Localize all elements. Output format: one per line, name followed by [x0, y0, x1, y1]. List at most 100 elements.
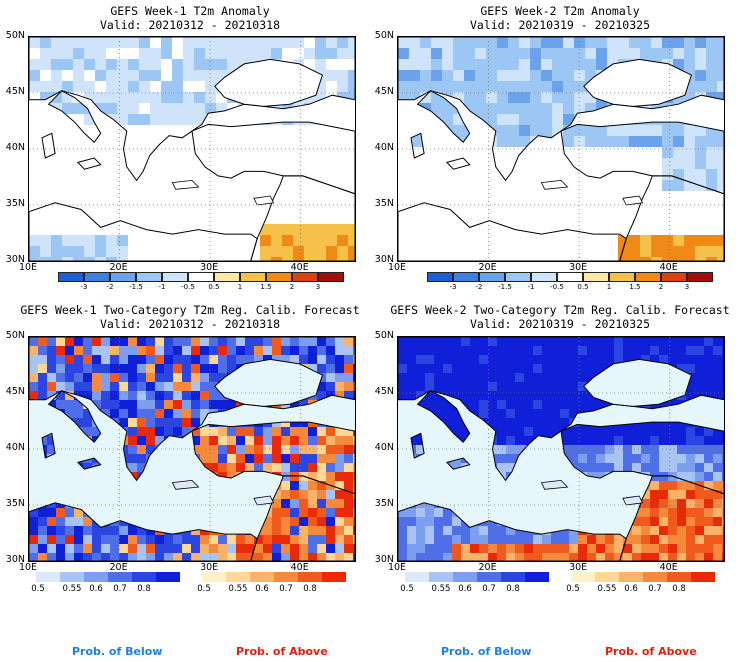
panel-title: GEFS Week-2 Two-Category T2m Reg. Calib.…	[390, 303, 730, 317]
coastline	[29, 337, 355, 482]
colorbar-swatch	[635, 272, 661, 282]
colorbar-label: 1	[606, 283, 612, 291]
lat-label: 50N	[5, 330, 25, 341]
prob-below-caption-right: Prob. of Below	[441, 645, 532, 658]
coastline	[41, 132, 56, 159]
colorbar-label: -3	[80, 283, 88, 291]
colorbar-label: 0.6	[255, 584, 269, 594]
map-area	[397, 36, 725, 262]
colorbar-swatch	[429, 572, 453, 582]
lon-label: 20E	[109, 562, 128, 573]
colorbar-label: 0.5	[208, 283, 220, 291]
colorbar-label: 0.8	[137, 584, 151, 594]
lat-label: 40N	[5, 442, 25, 453]
lat-label: 40N	[374, 142, 394, 153]
colorbar-label: 0.6	[624, 584, 638, 594]
colorbar-swatch	[188, 272, 214, 282]
colorbar-label: 3	[684, 283, 690, 291]
lat-label: 35N	[5, 498, 25, 509]
colorbar-swatch	[405, 572, 429, 582]
colorbar-swatch	[292, 272, 318, 282]
colorbar-swatch	[266, 272, 292, 282]
lon-label: 40E	[659, 262, 678, 273]
colorbar-label: 0.6	[458, 584, 472, 594]
lon-label: 20E	[478, 262, 497, 273]
lat-label: 30N	[374, 554, 394, 565]
colorbar-swatch	[691, 572, 715, 582]
island	[253, 195, 275, 206]
map-area	[397, 336, 725, 562]
colorbar-swatch	[479, 272, 505, 282]
colorbar-swatch	[322, 572, 346, 582]
colorbar-swatch	[60, 572, 84, 582]
colorbar-label: -1	[158, 283, 166, 291]
panel-valid-dates: Valid: 20210319 - 20210325	[469, 317, 650, 331]
lon-label: 30E	[569, 262, 588, 273]
colorbar-swatch	[162, 272, 188, 282]
colorbar-label: 1.5	[629, 283, 641, 291]
colorbar-swatch	[687, 272, 713, 282]
coastline	[416, 390, 471, 444]
coastline	[445, 457, 471, 470]
colorbar-label: 0.7	[482, 584, 496, 594]
lon-label: 30E	[200, 262, 219, 273]
colorbar-label: 0.8	[303, 584, 317, 594]
colorbar-label: 0.55	[62, 584, 82, 594]
colorbar-swatch	[202, 572, 226, 582]
island	[171, 479, 200, 490]
coastline	[416, 90, 471, 144]
lat-label: 40N	[374, 442, 394, 453]
colorbar-swatch	[619, 572, 643, 582]
colorbar-swatch	[557, 272, 583, 282]
colorbar-label: -1.5	[498, 283, 512, 291]
colorbar-swatch	[667, 572, 691, 582]
colorbar-label: 0.5	[400, 584, 414, 594]
colorbar-label: -3	[449, 283, 457, 291]
lat-label: 35N	[5, 198, 25, 209]
colorbar-label: 0.8	[672, 584, 686, 594]
coastline	[41, 432, 56, 459]
map-area	[28, 336, 356, 562]
colorbar-label: -2	[106, 283, 114, 291]
colorbar-swatch	[477, 572, 501, 582]
colorbar-swatch	[298, 572, 322, 582]
lon-label: 10E	[387, 262, 407, 273]
coastline	[29, 202, 258, 261]
coastline	[76, 457, 102, 470]
colorbar-label: 0.5	[577, 283, 589, 291]
colorbar-swatch	[453, 272, 479, 282]
panel-title: GEFS Week-1 Two-Category T2m Reg. Calib.…	[20, 303, 360, 317]
colorbar-label: -1.5	[129, 283, 143, 291]
colorbar-label: -0.5	[550, 283, 564, 291]
colorbar-swatch	[501, 572, 525, 582]
colorbar-label: 0.8	[506, 584, 520, 594]
lon-label: 20E	[109, 262, 128, 273]
colorbar-label: 2	[658, 283, 664, 291]
prob-below-caption-left: Prob. of Below	[72, 645, 163, 658]
colorbar-label: 0.7	[279, 584, 293, 594]
lat-label: 45N	[374, 86, 394, 97]
colorbar-swatch	[609, 272, 635, 282]
island	[171, 179, 200, 190]
colorbar-swatch	[427, 272, 453, 282]
colorbar-swatch	[250, 572, 274, 582]
colorbar-label: 0.55	[597, 584, 617, 594]
lon-label: 40E	[290, 562, 309, 573]
island	[540, 479, 569, 490]
colorbar-swatch	[274, 572, 298, 582]
lat-label: 50N	[374, 30, 394, 41]
colorbar-swatch	[571, 572, 595, 582]
coastline	[250, 475, 355, 561]
map-area	[28, 36, 356, 262]
prob-above-caption-right: Prob. of Above	[605, 645, 697, 658]
colorbar-swatch	[226, 572, 250, 582]
lon-label: 10E	[387, 562, 407, 573]
panel-title: GEFS Week-1 T2m Anomaly	[110, 4, 270, 18]
colorbar-label: 0.7	[113, 584, 127, 594]
colorbar-swatch	[110, 272, 136, 282]
colorbar-swatch	[36, 572, 60, 582]
colorbar-swatch	[84, 572, 108, 582]
colorbar-label: -0.5	[181, 283, 195, 291]
coastline	[619, 475, 724, 561]
panel-valid-dates: Valid: 20210312 - 20210318	[99, 18, 280, 32]
